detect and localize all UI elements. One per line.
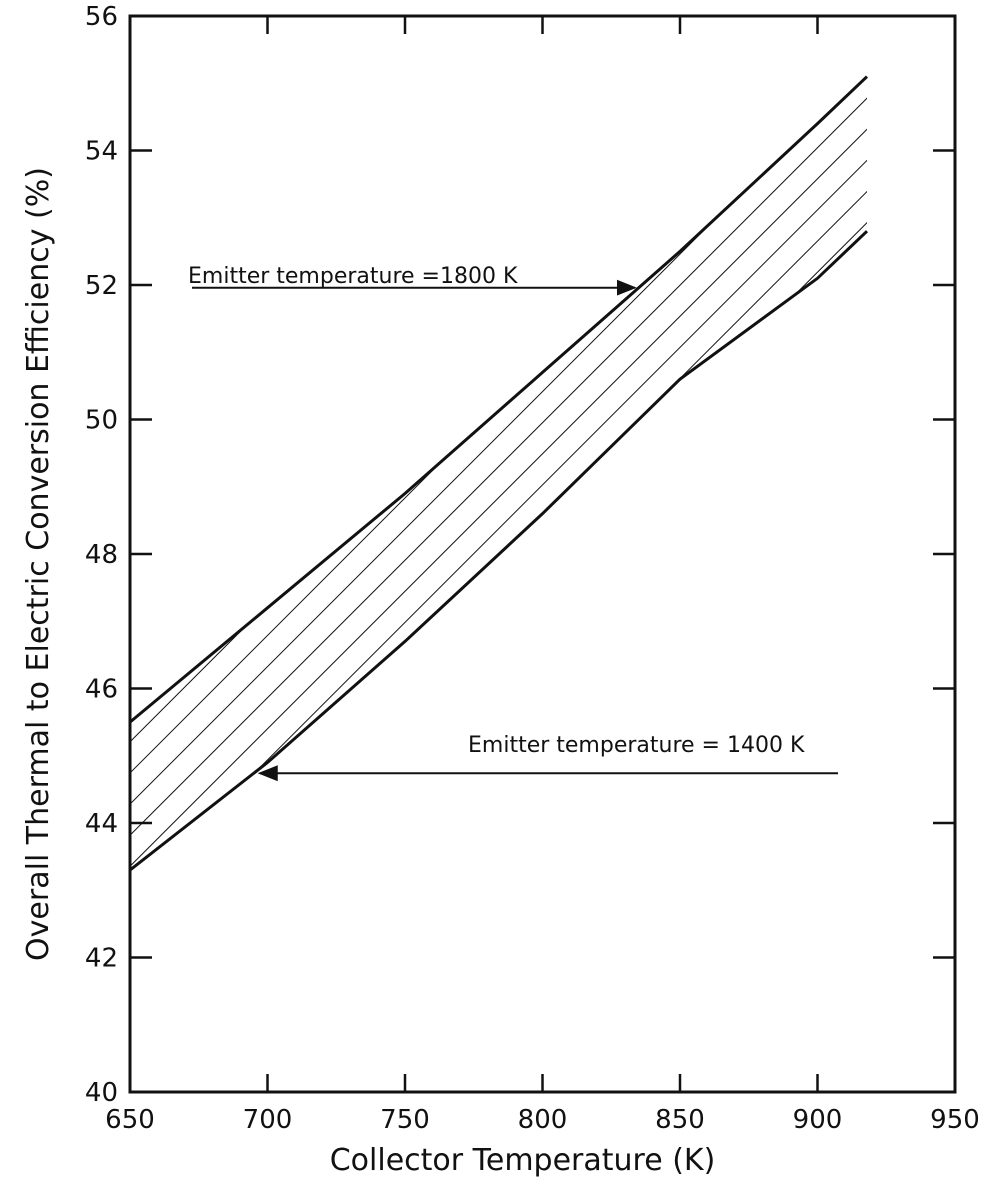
y-tick-label: 40 [85,1078,118,1108]
x-tick-label: 700 [243,1105,293,1135]
annotations-layer: Emitter temperature =1800 K Emitter tempe… [188,264,838,782]
efficiency-band [130,76,867,871]
annotation-label-1: Emitter temperature = 1400 K [468,733,805,758]
y-tick-label: 50 [85,406,118,436]
y-tick-label: 48 [85,540,118,570]
x-tick-label: 750 [380,1105,430,1135]
y-tick-label: 54 [85,137,118,167]
x-tick-label: 850 [655,1105,705,1135]
annotation-label-0: Emitter temperature =1800 K [188,264,518,289]
y-tick-label: 46 [85,675,118,705]
y-tick-label: 52 [85,271,118,301]
x-axis-label: Collector Temperature (K) [330,1143,716,1178]
x-tick-label: 900 [793,1105,843,1135]
y-axis-label: Overall Thermal to Electric Conversion E… [21,167,56,961]
shaded-band [130,76,867,871]
y-tick-label: 42 [85,944,118,974]
y-tick-label: 56 [85,2,118,32]
series-line-0 [129,75,869,724]
ticks-layer: 650 700 750 800 850 900 950 40 42 44 46 48 50 52 54 56 [85,2,980,1135]
y-tick-label: 44 [85,809,118,839]
x-tick-label: 800 [518,1105,568,1135]
series-layer [129,75,869,872]
series-line-1 [129,230,869,872]
x-tick-label: 650 [105,1105,155,1135]
x-tick-label: 950 [930,1105,980,1135]
